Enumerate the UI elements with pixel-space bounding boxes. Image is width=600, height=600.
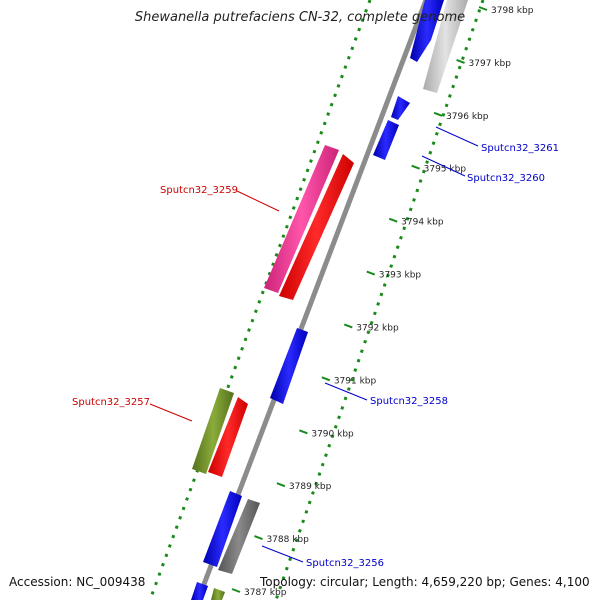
genome-summary: Topology: circular; Length: 4,659,220 bp… [260, 575, 590, 589]
tick-mark [433, 111, 443, 117]
gene-label-sputcn32-3260: Sputcn32_3260 [467, 173, 545, 184]
gene-sputcn32-3257-olive [192, 388, 234, 474]
genome-title: Shewanella putrefaciens CN-32, complete … [134, 10, 466, 25]
tick-mark [343, 323, 353, 329]
tick-mark [299, 429, 308, 435]
tick-label: 3794 kbp [401, 218, 444, 228]
tick-label: 3792 kbp [356, 323, 399, 333]
tick-label: 3793 kbp [379, 271, 422, 281]
tick-mark [231, 588, 241, 593]
gene-label-sputcn32-3256: Sputcn32_3256 [306, 558, 384, 569]
gene-label-sputcn32-3261: Sputcn32_3261 [481, 143, 559, 154]
accession-label: Accession: NC_009438 [9, 575, 146, 589]
callout-line-3256 [261, 545, 304, 563]
gene-label-sputcn32-3259: Sputcn32_3259 [160, 185, 238, 196]
callout-line-3261 [435, 126, 479, 147]
inner-dotted-track [148, 0, 372, 600]
tick-label: 3790 kbp [311, 429, 354, 439]
callout-line-3260 [421, 155, 466, 177]
gene-sputcn32-3256-shape [218, 499, 260, 574]
gene-top-blue-outer [410, 0, 444, 62]
tick-mark [411, 164, 420, 170]
gene-sputcn32-3258-shape [270, 328, 308, 404]
callout-line-3257 [149, 403, 193, 422]
tick-mark [321, 376, 331, 382]
tick-label: 3797 kbp [469, 59, 512, 69]
tick-mark [456, 58, 465, 64]
kbp-ticks: 3787 kbp 3788 kbp 3789 kbp 3790 kbp 3791 kbp… [231, 6, 534, 598]
tick-label: 3788 kbp [266, 535, 309, 545]
gene-blue-lower [203, 491, 242, 567]
gene-sputcn32-3260-shape [373, 120, 399, 160]
tick-mark [276, 482, 286, 488]
callout-line-3259 [236, 190, 280, 212]
tick-mark [478, 6, 488, 11]
outer-dotted-track [274, 0, 485, 600]
tick-label: 3795 kbp [424, 165, 467, 175]
gene-bottom-olive [211, 588, 225, 600]
gene-sputcn32-3261-shape [391, 96, 410, 120]
tick-mark [366, 270, 376, 276]
gene-top-lightgray [423, 0, 468, 93]
callout-line-3258 [324, 382, 368, 401]
tick-label: 3791 kbp [334, 376, 377, 386]
gene-label-sputcn32-3257: Sputcn32_3257 [72, 397, 150, 408]
gene-sputcn32-3257-red [208, 397, 248, 477]
tick-label: 3798 kbp [491, 6, 534, 16]
gene-sputcn32-3259-magenta [264, 145, 339, 293]
gene-label-sputcn32-3258: Sputcn32_3258 [370, 396, 448, 407]
tick-mark [254, 535, 263, 541]
gene-bottom-blue [191, 582, 208, 600]
tick-label: 3789 kbp [289, 482, 332, 492]
tick-label: 3787 kbp [244, 588, 287, 598]
tick-label: 3796 kbp [446, 112, 489, 122]
gene-sputcn32-3259-red [279, 154, 354, 300]
tick-mark [388, 217, 398, 223]
